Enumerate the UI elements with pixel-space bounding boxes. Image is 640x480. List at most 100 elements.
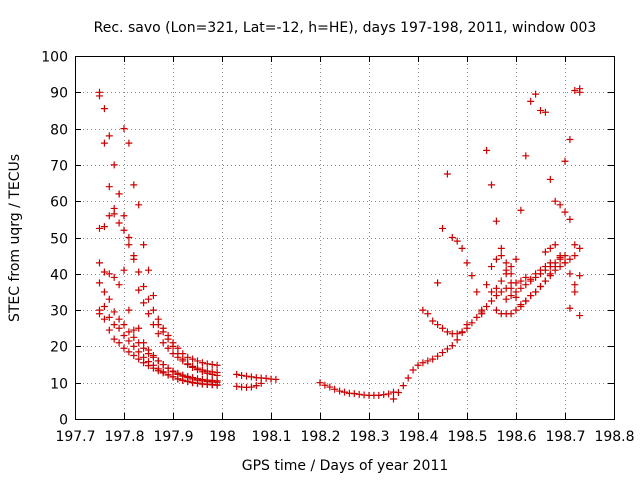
- data-point: [145, 310, 152, 318]
- data-point: [409, 366, 417, 374]
- data-point: [532, 90, 540, 98]
- data-point: [463, 324, 471, 332]
- data-point: [179, 376, 187, 384]
- data-point: [110, 335, 118, 343]
- data-point: [443, 328, 451, 336]
- x-tick-label: 197.8: [104, 429, 144, 445]
- series-midday-arc-3: [316, 379, 397, 399]
- x-tick-label: 198.7: [545, 429, 585, 445]
- series-satellite-arc-13: [492, 85, 584, 318]
- data-point: [189, 378, 197, 386]
- data-point: [375, 391, 383, 399]
- y-tick-label: 90: [50, 86, 68, 102]
- data-point: [488, 263, 495, 271]
- data-point: [355, 390, 363, 398]
- data-point: [164, 344, 172, 352]
- data-point: [159, 361, 167, 369]
- data-point: [541, 266, 549, 274]
- data-point: [149, 353, 157, 361]
- data-point: [140, 344, 148, 352]
- data-point: [517, 302, 525, 310]
- data-point: [100, 302, 108, 310]
- series-satellite-arc-3: [96, 125, 221, 379]
- data-point: [336, 387, 344, 395]
- data-point: [184, 360, 192, 368]
- data-point: [174, 350, 182, 358]
- data-point: [571, 281, 579, 289]
- data-point: [110, 321, 118, 329]
- data-point: [497, 288, 505, 296]
- data-point: [169, 373, 177, 381]
- data-point: [120, 125, 128, 133]
- data-point: [507, 263, 515, 271]
- data-point: [115, 315, 123, 323]
- data-point: [194, 366, 201, 374]
- x-tick-label: 197.9: [153, 429, 193, 445]
- data-point: [145, 362, 152, 370]
- data-point: [326, 383, 334, 391]
- data-point: [213, 361, 221, 369]
- data-point: [576, 244, 584, 252]
- data-point: [434, 279, 442, 287]
- x-axis-label: GPS time / Days of year 2011: [242, 458, 449, 474]
- data-point: [541, 277, 549, 285]
- y-tick-label: 50: [50, 232, 68, 248]
- data-point: [522, 273, 530, 281]
- data-point: [100, 223, 108, 231]
- data-point: [208, 370, 216, 378]
- data-point: [125, 234, 133, 241]
- y-tick-label: 80: [50, 123, 68, 139]
- data-point: [208, 361, 216, 369]
- data-point: [96, 259, 103, 267]
- data-point: [164, 335, 172, 343]
- data-point: [507, 310, 515, 318]
- data-point: [556, 201, 564, 209]
- x-tick-label: 198.6: [496, 429, 536, 445]
- data-point: [419, 306, 427, 314]
- data-point: [135, 324, 143, 332]
- data-point: [453, 330, 461, 338]
- data-point: [576, 272, 584, 280]
- data-point: [194, 379, 201, 387]
- data-point: [571, 86, 579, 94]
- data-point: [145, 295, 152, 303]
- x-tick-label: 197.7: [55, 429, 95, 445]
- data-point: [517, 277, 525, 285]
- data-point: [184, 377, 192, 385]
- data-point: [135, 339, 143, 347]
- x-axis-tick-labels: 197.7 197.8 197.9 198 198.1 198.2 198.3 198.4 19…: [55, 429, 634, 445]
- data-points: [96, 85, 584, 403]
- y-tick-label: 10: [50, 377, 68, 393]
- data-point: [130, 326, 138, 334]
- plot-frame: [75, 56, 615, 420]
- data-point: [488, 297, 495, 305]
- data-point: [419, 359, 427, 367]
- data-point: [341, 388, 348, 396]
- data-point: [571, 288, 579, 296]
- data-point: [96, 92, 103, 100]
- series-midday-arc-2: [233, 379, 265, 391]
- data-point: [537, 106, 544, 114]
- data-point: [453, 336, 461, 344]
- data-point: [541, 108, 549, 116]
- data-point: [532, 288, 540, 296]
- data-point: [571, 241, 579, 249]
- data-point: [247, 383, 255, 391]
- data-point: [140, 283, 148, 291]
- data-point: [551, 241, 559, 249]
- data-point: [434, 321, 442, 329]
- data-point: [566, 270, 574, 278]
- data-point: [262, 374, 270, 382]
- data-point: [105, 326, 113, 334]
- data-point: [453, 237, 461, 245]
- y-tick-label: 60: [50, 195, 68, 211]
- data-point: [537, 283, 544, 291]
- data-point: [478, 310, 486, 318]
- data-point: [331, 385, 339, 393]
- data-point: [115, 190, 123, 198]
- data-point: [385, 390, 393, 398]
- data-point: [439, 224, 446, 232]
- data-point: [522, 297, 530, 305]
- data-point: [115, 324, 123, 332]
- data-point: [120, 344, 128, 352]
